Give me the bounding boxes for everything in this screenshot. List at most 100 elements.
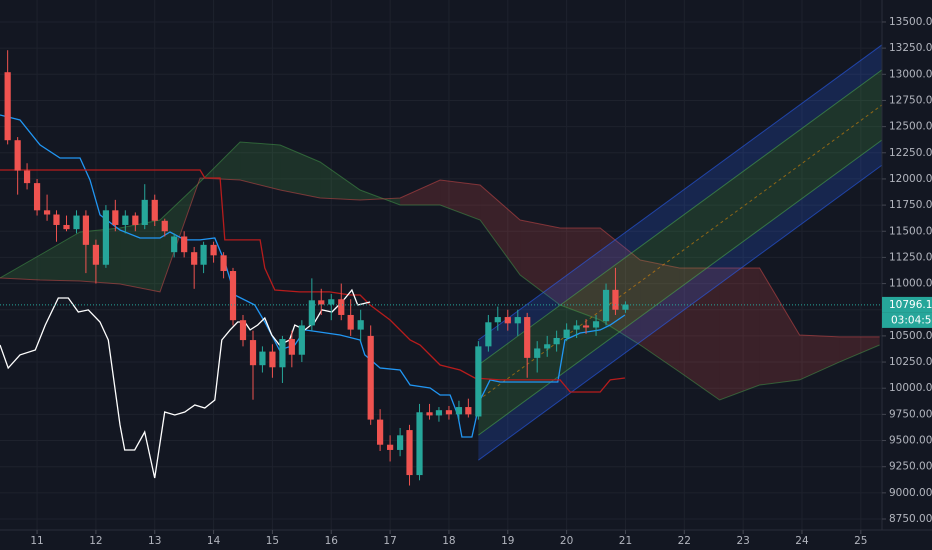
y-tick-label: 10000.00 bbox=[889, 382, 932, 394]
cloud-fill bbox=[80, 228, 121, 284]
x-tick-label: 21 bbox=[619, 535, 632, 547]
x-tick-label: 17 bbox=[383, 535, 396, 547]
candle-body bbox=[249, 340, 257, 366]
y-tick-label: 11250.00 bbox=[889, 251, 932, 263]
candle-body bbox=[171, 236, 178, 253]
candle-body bbox=[132, 215, 139, 225]
candle-body bbox=[43, 210, 51, 215]
channel-line bbox=[478, 44, 883, 341]
cloud-fill bbox=[759, 267, 800, 385]
candle-body bbox=[465, 407, 472, 415]
candle-body bbox=[377, 419, 384, 445]
candle-body bbox=[151, 199, 158, 221]
candle-body bbox=[318, 300, 325, 305]
x-tick-label: 12 bbox=[89, 535, 102, 547]
channel-inner-band bbox=[478, 69, 882, 436]
candle-body bbox=[161, 220, 168, 232]
candle-body bbox=[288, 339, 295, 355]
y-tick-label: 8750.00 bbox=[889, 513, 932, 525]
candle-body bbox=[141, 199, 148, 225]
channel-line bbox=[478, 164, 883, 461]
candle-body bbox=[328, 299, 335, 305]
y-tick-label: 13250.00 bbox=[889, 42, 932, 54]
candle-body bbox=[33, 183, 41, 211]
candle-body bbox=[210, 244, 217, 256]
candle-body bbox=[298, 325, 305, 355]
candle-body bbox=[279, 339, 286, 368]
candle-body bbox=[534, 348, 541, 358]
countdown-box bbox=[882, 312, 932, 328]
y-tick-label: 11000.00 bbox=[889, 278, 932, 290]
candle-body bbox=[367, 335, 374, 420]
candle-body bbox=[92, 244, 100, 265]
y-tick-label: 11750.00 bbox=[889, 199, 932, 211]
candle-body bbox=[406, 430, 413, 476]
candle-body bbox=[524, 317, 531, 358]
candle-body bbox=[582, 325, 590, 328]
cloud-fill bbox=[0, 255, 41, 281]
cloud-fill bbox=[679, 267, 720, 401]
channel-line bbox=[478, 104, 883, 401]
cloud-fill bbox=[360, 190, 401, 205]
candle-body bbox=[4, 72, 11, 141]
candle-body bbox=[63, 224, 70, 230]
candle-body bbox=[82, 215, 90, 245]
candle-body bbox=[622, 304, 629, 310]
y-tick-label: 9500.00 bbox=[889, 435, 932, 447]
cloud-fill bbox=[799, 334, 840, 380]
x-tick-label: 15 bbox=[266, 535, 279, 547]
candle-body bbox=[229, 271, 237, 321]
cloud-fill bbox=[520, 219, 561, 306]
candle-body bbox=[397, 435, 404, 450]
cloud-fill bbox=[839, 336, 880, 362]
candle-body bbox=[553, 337, 560, 345]
cloud-fill bbox=[719, 267, 760, 401]
candle-body bbox=[308, 300, 315, 326]
cloud-fill bbox=[400, 179, 441, 205]
x-tick-label: 14 bbox=[207, 535, 221, 547]
candle-body bbox=[112, 210, 119, 225]
y-tick-label: 11500.00 bbox=[889, 225, 932, 237]
x-tick-label: 13 bbox=[148, 535, 161, 547]
indicator-line bbox=[0, 288, 371, 479]
candle-body bbox=[455, 407, 463, 415]
candle-body bbox=[122, 215, 129, 225]
candle-body bbox=[485, 322, 492, 347]
candle-body bbox=[602, 289, 610, 322]
cloud-fill bbox=[320, 161, 361, 200]
channel-outer-band bbox=[478, 140, 882, 461]
cloud-fill bbox=[160, 177, 201, 292]
candle-body bbox=[445, 410, 453, 415]
candle-body bbox=[102, 210, 110, 265]
cloud-fill bbox=[480, 185, 521, 275]
cloud-fill bbox=[120, 219, 161, 292]
y-tick-label: 10250.00 bbox=[889, 356, 932, 368]
x-tick-label: 24 bbox=[795, 535, 809, 547]
channel-line bbox=[478, 139, 883, 436]
candle-body bbox=[592, 321, 600, 328]
cloud-fill bbox=[40, 231, 81, 281]
channel-outer-band bbox=[478, 44, 882, 365]
ichimoku-cloud bbox=[0, 141, 880, 401]
cloud-fill bbox=[200, 141, 241, 182]
regression-channel bbox=[478, 44, 883, 461]
candle-body bbox=[239, 320, 247, 341]
candle-body bbox=[23, 170, 31, 184]
indicator-lines bbox=[0, 114, 626, 479]
last-price-label: 10796.12 bbox=[889, 299, 932, 311]
x-tick-label: 16 bbox=[325, 535, 339, 547]
candle-body bbox=[514, 317, 521, 324]
candle-body bbox=[14, 140, 21, 171]
cloud-fill bbox=[600, 228, 641, 345]
x-tick-label: 20 bbox=[560, 535, 573, 547]
candle-body bbox=[338, 299, 345, 315]
cloud-fill bbox=[560, 228, 601, 320]
candle-body bbox=[347, 314, 354, 330]
x-tick-label: 22 bbox=[678, 535, 691, 547]
candle-body bbox=[494, 317, 501, 323]
candle-body bbox=[220, 255, 227, 272]
y-tick-label: 12500.00 bbox=[889, 121, 932, 133]
candle-body bbox=[200, 244, 207, 265]
